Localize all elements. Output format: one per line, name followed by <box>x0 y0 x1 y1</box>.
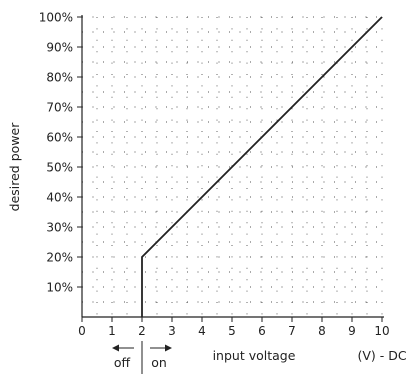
x-tick-label: 3 <box>168 324 176 338</box>
y-tick-label: 30% <box>46 221 73 235</box>
x-tick-label: 7 <box>288 324 296 338</box>
x-tick-label: 4 <box>198 324 206 338</box>
y-tick-label: 50% <box>46 161 73 175</box>
y-tick-label: 10% <box>46 281 73 295</box>
annotations: off on <box>112 341 172 374</box>
tick-labels: 10% 20% 30% 40% 50% 60% 70% 80% 90% 100% 0 1 2 3 4 5 6 7 8… <box>39 11 390 339</box>
x-tick-label: 6 <box>258 324 266 338</box>
axes <box>77 15 384 322</box>
on-label: on <box>151 355 167 370</box>
x-tick-label: 2 <box>138 324 146 338</box>
y-tick-label: 90% <box>46 41 73 55</box>
off-arrowhead <box>112 344 119 352</box>
x-tick-label: 9 <box>348 324 356 338</box>
x-tick-label: 0 <box>78 324 86 338</box>
y-tick-label: 100% <box>39 11 73 25</box>
series-line <box>141 16 383 317</box>
x-tick-label: 1 <box>108 324 116 338</box>
y-axis-title: desired power <box>7 122 22 212</box>
y-tick-label: 80% <box>46 71 73 85</box>
off-label: off <box>114 355 131 370</box>
x-axis-title: input voltage <box>213 348 296 363</box>
y-tick-label: 70% <box>46 101 73 115</box>
y-tick-label: 40% <box>46 191 73 205</box>
x-tick-label: 5 <box>228 324 236 338</box>
x-tick-label: 10 <box>374 324 389 338</box>
series <box>141 16 383 318</box>
x-axis-unit: (V) - DC <box>357 348 406 363</box>
y-tick-label: 60% <box>46 131 73 145</box>
x-tick-label: 8 <box>318 324 326 338</box>
on-arrowhead <box>165 344 172 352</box>
y-tick-label: 20% <box>46 251 73 265</box>
